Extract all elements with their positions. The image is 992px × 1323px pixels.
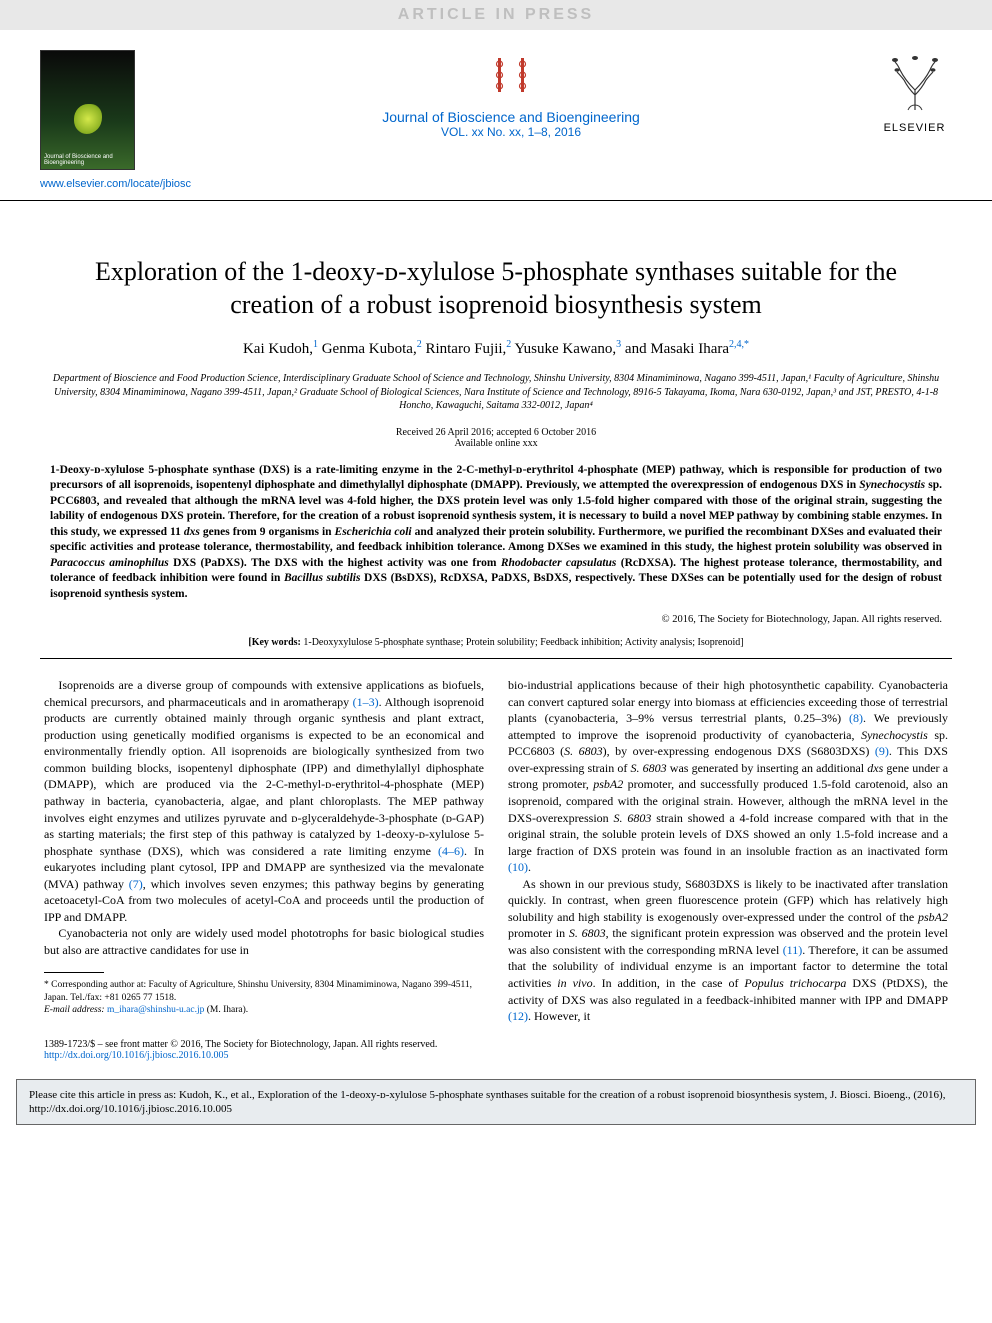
cover-art-icon — [74, 104, 102, 134]
elsevier-logo-icon: ELSEVIER — [877, 50, 952, 135]
citation-box: Please cite this article in press as: Ku… — [16, 1079, 976, 1126]
abstract-italic: Escherichia coli — [335, 526, 412, 538]
author-5-aff: 2,4, — [729, 339, 744, 350]
author-5: and Masaki Ihara — [625, 341, 729, 357]
italic: S. 6803 — [614, 811, 652, 825]
text: As shown in our previous study, S6803DXS… — [508, 877, 948, 924]
article-dates: Received 26 April 2016; accepted 6 Octob… — [0, 423, 992, 463]
email-label: E-mail address: — [44, 1005, 105, 1015]
article-title: Exploration of the 1-deoxy-ᴅ-xylulose 5-… — [0, 201, 992, 339]
elsevier-label: ELSEVIER — [884, 122, 946, 134]
italic: in vivo — [557, 976, 592, 990]
cover-title-text: Journal of Bioscience and Bioengineering — [41, 151, 134, 169]
keywords-label: [Key words: — [248, 637, 301, 648]
ref-link[interactable]: (9) — [875, 744, 889, 758]
italic: dxs — [867, 761, 883, 775]
text: promoter in — [508, 926, 569, 940]
copyright-line: © 2016, The Society for Biotechnology, J… — [0, 610, 992, 633]
text: . In addition, in the case of — [593, 976, 745, 990]
text: . — [528, 860, 531, 874]
keywords-list: 1-Deoxyxylulose 5-phosphate synthase; Pr… — [301, 637, 744, 648]
abstract-italic: Rhodobacter capsulatus — [501, 557, 617, 569]
jbb-logo-icon — [486, 50, 536, 105]
author-1: Kai Kudoh, — [243, 341, 313, 357]
corresponding-footnote: * Corresponding author at: Faculty of Ag… — [44, 979, 484, 1004]
author-4-aff: 3 — [616, 339, 621, 350]
text: . However, it — [528, 1009, 590, 1023]
abstract-italic: Paracoccus aminophilus — [50, 557, 169, 569]
abstract-seg: 1-Deoxy-ᴅ-xylulose 5-phosphate synthase … — [50, 464, 942, 492]
abstract-seg: DXS (PaDXS). The DXS with the highest ac… — [169, 557, 501, 569]
email-who: (M. Ihara). — [207, 1005, 248, 1015]
ref-link[interactable]: (11) — [783, 943, 803, 957]
journal-volume: VOL. xx No. xx, 1–8, 2016 — [190, 125, 832, 139]
online-date: Available online xxx — [0, 438, 992, 449]
affiliations: Department of Bioscience and Food Produc… — [0, 372, 992, 423]
author-3-aff: 2 — [506, 339, 511, 350]
ref-link[interactable]: (1–3) — [353, 695, 379, 709]
locate-link[interactable]: www.elsevier.com/locate/jbiosc — [40, 178, 190, 190]
italic: psbA2 — [593, 777, 623, 791]
abstract-italic: Bacillus subtilis — [284, 572, 360, 584]
corresponding-marker: * — [744, 339, 749, 350]
author-list: Kai Kudoh,1 Genma Kubota,2 Rintaro Fujii… — [0, 339, 992, 372]
footnote-separator — [44, 972, 104, 973]
text: . Although isoprenoid products are curre… — [44, 695, 484, 858]
body-paragraph: Cyanobacteria not only are widely used m… — [44, 925, 484, 958]
email-footnote: E-mail address: m_ihara@shinshu-u.ac.jp … — [44, 1004, 484, 1016]
journal-name[interactable]: Journal of Bioscience and Bioengineering — [190, 109, 832, 125]
received-date: Received 26 April 2016; accepted 6 Octob… — [0, 427, 992, 438]
ref-link[interactable]: (7) — [129, 877, 143, 891]
italic: S. 6803 — [569, 926, 606, 940]
text: ), by over-expressing endogenous DXS (S6… — [603, 744, 875, 758]
text: was generated by inserting an additional — [667, 761, 868, 775]
ref-link[interactable]: (4–6) — [438, 844, 464, 858]
italic: Populus trichocarpa — [744, 976, 846, 990]
left-column: Isoprenoids are a diverse group of compo… — [44, 677, 484, 1024]
header-left: Journal of Bioscience and Bioengineering… — [40, 50, 190, 190]
italic: psbA2 — [918, 910, 948, 924]
author-1-aff: 1 — [313, 339, 318, 350]
header-right: ELSEVIER — [832, 50, 952, 135]
issn-line: 1389-1723/$ – see front matter © 2016, T… — [44, 1039, 948, 1050]
journal-cover-thumbnail: Journal of Bioscience and Bioengineering — [40, 50, 135, 170]
right-column: bio-industrial applications because of t… — [508, 677, 948, 1024]
italic: S. 6803 — [564, 744, 602, 758]
doi-link[interactable]: http://dx.doi.org/10.1016/j.jbiosc.2016.… — [44, 1050, 229, 1061]
abstract-italic: Synechocystis — [859, 479, 925, 491]
ref-link[interactable]: (10) — [508, 860, 528, 874]
abstract-seg: genes from 9 organisms in — [200, 526, 335, 538]
body-text: Isoprenoids are a diverse group of compo… — [0, 677, 992, 1024]
abstract: 1-Deoxy-ᴅ-xylulose 5-phosphate synthase … — [0, 463, 992, 611]
ref-link[interactable]: (8) — [849, 711, 863, 725]
author-4: Yusuke Kawano, — [515, 341, 617, 357]
in-press-banner: ARTICLE IN PRESS — [0, 0, 992, 30]
abstract-italic: dxs — [184, 526, 200, 538]
italic: Synechocystis — [861, 728, 928, 742]
body-paragraph: As shown in our previous study, S6803DXS… — [508, 876, 948, 1025]
author-2: Genma Kubota, — [322, 341, 417, 357]
keywords: [Key words: 1-Deoxyxylulose 5-phosphate … — [40, 633, 952, 659]
footer: 1389-1723/$ – see front matter © 2016, T… — [0, 1025, 992, 1071]
body-paragraph: Isoprenoids are a diverse group of compo… — [44, 677, 484, 925]
email-link[interactable]: m_ihara@shinshu-u.ac.jp — [107, 1005, 204, 1015]
header-center: Journal of Bioscience and Bioengineering… — [190, 50, 832, 139]
author-3: Rintaro Fujii, — [425, 341, 506, 357]
journal-header: Journal of Bioscience and Bioengineering… — [0, 30, 992, 201]
italic: S. 6803 — [631, 761, 667, 775]
author-2-aff: 2 — [417, 339, 422, 350]
ref-link[interactable]: (12) — [508, 1009, 528, 1023]
body-paragraph: bio-industrial applications because of t… — [508, 677, 948, 876]
